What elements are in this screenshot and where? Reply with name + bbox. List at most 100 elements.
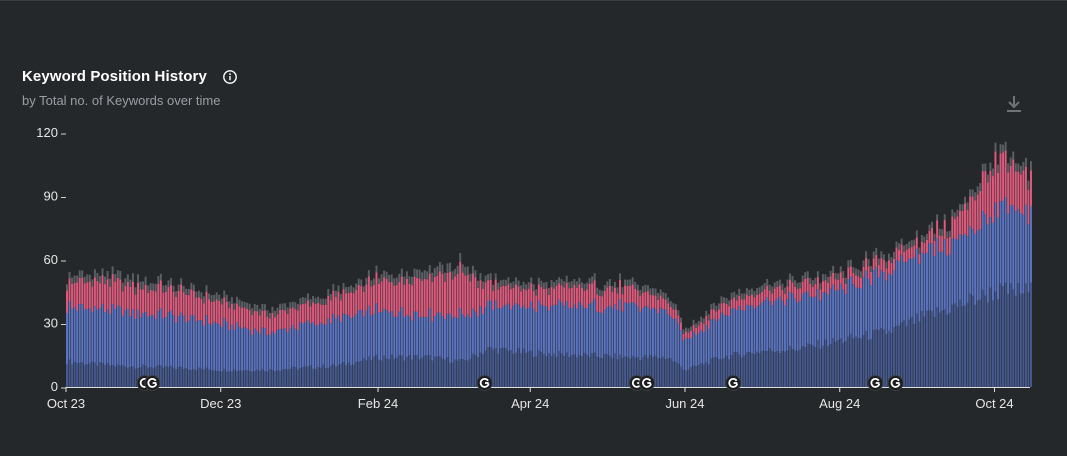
bar-segment: [129, 367, 132, 387]
bar-segment: [918, 321, 921, 387]
y-tick-label: 120: [36, 125, 58, 140]
bar-segment: [215, 299, 218, 323]
bar-segment: [383, 308, 386, 356]
bar-segment: [702, 364, 705, 387]
bar-segment: [426, 317, 429, 356]
bar-segment: [383, 270, 386, 278]
bar-segment: [986, 302, 989, 387]
bar-segment: [953, 238, 956, 304]
bar-segment: [700, 316, 703, 323]
bar-segment: [192, 369, 195, 387]
bar-segment: [951, 238, 954, 305]
bar-segment: [294, 309, 297, 329]
bar-segment: [197, 297, 200, 321]
bar-segment: [71, 364, 74, 387]
bar-segment: [433, 268, 436, 277]
google-icon[interactable]: [144, 375, 161, 391]
bar-segment: [745, 304, 748, 353]
bar-segment: [530, 283, 533, 302]
download-icon[interactable]: [1004, 94, 1024, 114]
bar-segment: [436, 275, 439, 313]
bar-segment: [317, 296, 320, 303]
bar-segment: [692, 331, 695, 366]
bar-segment: [332, 284, 335, 291]
bar-segment: [994, 291, 997, 387]
bar-segment: [301, 297, 304, 304]
bar-segment: [339, 300, 342, 322]
bar-segment: [307, 320, 309, 367]
google-icon[interactable]: [725, 375, 742, 391]
bar-segment: [898, 243, 901, 251]
bar-segment: [202, 303, 205, 326]
bar-segment: [867, 340, 870, 387]
bar-segment: [454, 316, 457, 360]
bar-segment: [669, 301, 672, 307]
bar-segment: [700, 363, 703, 387]
bar-segment: [537, 300, 540, 351]
bar-segment: [202, 369, 205, 387]
bar-segment: [1024, 204, 1027, 284]
x-tick-label: Apr 24: [511, 396, 549, 411]
bar-segment: [98, 362, 101, 387]
bar-segment: [649, 355, 652, 387]
bar-segment: [532, 308, 535, 357]
bar-segment: [933, 233, 936, 241]
bar-segment: [606, 281, 609, 288]
bar-segment: [862, 266, 865, 278]
info-icon[interactable]: [223, 70, 237, 84]
bar-segment: [190, 315, 193, 371]
bar-segment: [154, 291, 157, 319]
bar-segment: [540, 286, 543, 305]
bar-segment: [766, 278, 769, 287]
bar-segment: [431, 281, 434, 322]
bar-segment: [294, 302, 297, 310]
bar-segment: [129, 287, 132, 317]
bar-segment: [619, 299, 621, 355]
bar-segment: [687, 338, 690, 370]
google-icon[interactable]: [638, 375, 655, 391]
bar-segment: [1019, 165, 1022, 175]
bar-segment: [322, 364, 325, 387]
bar-segment: [471, 353, 474, 387]
bar-segment: [705, 362, 708, 387]
bar-segment: [484, 275, 487, 283]
bar-segment: [253, 328, 256, 372]
bar-segment: [550, 305, 553, 357]
bar-segment: [1030, 206, 1032, 283]
bar-segment: [943, 239, 946, 310]
google-icon[interactable]: [887, 375, 904, 391]
bar-segment: [281, 369, 284, 387]
bar-segment: [345, 314, 348, 366]
bar-segment: [573, 284, 576, 305]
bar-segment: [619, 273, 621, 281]
bar-segment: [268, 312, 271, 319]
bar-segment: [575, 281, 578, 288]
bar-segment: [482, 353, 485, 387]
bar-segment: [986, 224, 989, 303]
bar-segment: [1014, 171, 1017, 212]
bar-segment: [1012, 151, 1015, 160]
bar-segment: [875, 247, 878, 255]
google-icon[interactable]: [476, 375, 493, 391]
bar-segment: [910, 317, 913, 387]
google-icon[interactable]: [867, 375, 884, 391]
bar-segment: [669, 306, 672, 317]
bar-segment: [951, 304, 954, 387]
bar-segment: [137, 368, 139, 387]
bar-segment: [235, 296, 238, 304]
bar-segment: [520, 291, 523, 309]
bar-segment: [362, 291, 365, 317]
bar-segment: [976, 194, 979, 231]
bar-segment: [601, 313, 604, 359]
bar-segment: [304, 297, 307, 304]
bar-segment: [540, 304, 543, 352]
bar-segment: [893, 258, 895, 271]
bar-segment: [352, 287, 355, 294]
bar-segment: [225, 321, 228, 372]
bar-segment: [124, 366, 127, 387]
bar-segment: [423, 278, 426, 318]
bar-segment: [147, 316, 150, 368]
bar-segment: [456, 265, 459, 274]
bar-segment: [920, 252, 923, 312]
bar-segment: [961, 306, 964, 387]
